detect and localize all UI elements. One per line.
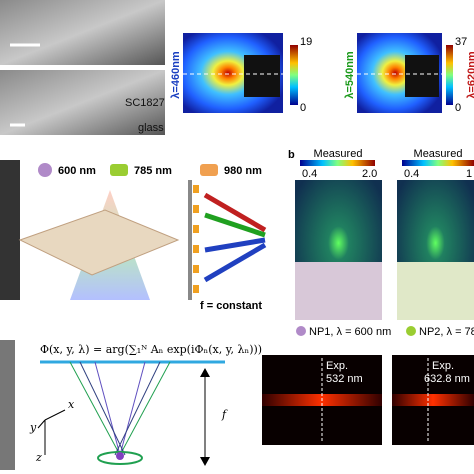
- colorbar: [446, 45, 453, 105]
- sem-image: [0, 0, 165, 65]
- measured-title: Measured: [314, 148, 363, 160]
- legend-label: 600 nm: [58, 165, 96, 177]
- focal-label: f: [221, 408, 228, 421]
- focal-spot: [116, 452, 124, 460]
- caption-marker: [296, 326, 306, 336]
- nanopillars: [295, 262, 382, 320]
- legend-label: 980 nm: [224, 165, 262, 177]
- legend-marker: [38, 163, 52, 177]
- metasurface: [18, 209, 180, 276]
- sem-strip: [0, 160, 20, 300]
- colorbar-min: 0.4: [302, 168, 317, 180]
- colorbar-min: 0.4: [404, 168, 419, 180]
- caption: NP2, λ = 785 n: [419, 326, 474, 338]
- axis-label: x: [68, 398, 75, 411]
- legend-label: 785 nm: [134, 165, 172, 177]
- inset: [244, 55, 280, 97]
- colorbar-min: 0: [455, 102, 461, 114]
- colorbar-max: 19: [300, 36, 312, 48]
- nanopillars: [397, 262, 474, 320]
- colorbar-max: 1: [466, 168, 472, 180]
- colorbar-min: 0: [300, 102, 306, 114]
- meta-atoms: [193, 185, 199, 293]
- exp-label: Exp.: [326, 360, 348, 372]
- colorbar: [402, 160, 474, 166]
- sem-label: glass: [138, 122, 164, 134]
- legend-marker: [200, 164, 218, 176]
- panel-letter: b: [288, 149, 295, 161]
- exp-label: 532 nm: [326, 373, 363, 385]
- caption: NP1, λ = 600 nm: [309, 326, 391, 338]
- colorbar-max: 2.0: [362, 168, 377, 180]
- exp-label: Exp.: [432, 360, 454, 372]
- wavelength-label: λ=620nm: [466, 51, 474, 99]
- focus-label: f = constant: [200, 300, 262, 312]
- equation: Φ(x, y, λ) = arg(∑₁ᴺ Aₙ exp(iΦₙ(x, y, λₙ…: [40, 343, 262, 356]
- rays: [69, 361, 171, 456]
- colorbar-max: 37: [455, 36, 467, 48]
- colorbar: [300, 160, 375, 166]
- legend-marker: [110, 164, 128, 176]
- axis-label: y: [29, 421, 37, 434]
- colorbar: [290, 45, 298, 105]
- sem-label: SC1827: [125, 97, 165, 109]
- inset: [405, 55, 439, 97]
- sem-strip: [0, 340, 15, 470]
- axes: [37, 409, 66, 455]
- measured-title: Measured: [414, 148, 463, 160]
- focal-line: [392, 394, 474, 406]
- caption-marker: [406, 326, 416, 336]
- sem-image: [0, 70, 165, 135]
- wavelength-label: λ=540nm: [344, 51, 356, 99]
- wavelength-label: λ=460nm: [170, 51, 182, 99]
- exp-label: 632.8 nm: [424, 373, 470, 385]
- arrows: [203, 192, 267, 283]
- axis-label: z: [35, 451, 42, 464]
